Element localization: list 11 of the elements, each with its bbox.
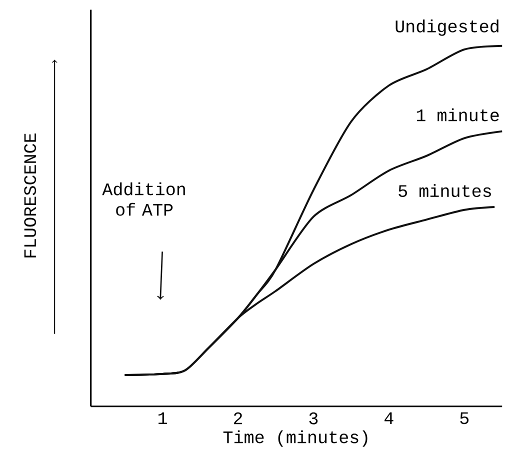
series-label: 1 minute bbox=[416, 108, 499, 122]
x-axis-title: Time (minutes) bbox=[223, 430, 368, 447]
x-tick-label: 4 bbox=[384, 412, 394, 424]
x-tick-label: 5 bbox=[460, 412, 469, 424]
series-label: 5 minutes bbox=[398, 184, 491, 198]
x-tick-label: 3 bbox=[309, 412, 318, 424]
x-tick-label: 1 bbox=[158, 412, 167, 424]
series-label: Undigested bbox=[396, 19, 498, 36]
y-axis-title: FLUORESCENCE bbox=[24, 134, 36, 258]
x-tick-label: 2 bbox=[234, 412, 242, 424]
annotation: Addition of ATP bbox=[102, 182, 185, 216]
